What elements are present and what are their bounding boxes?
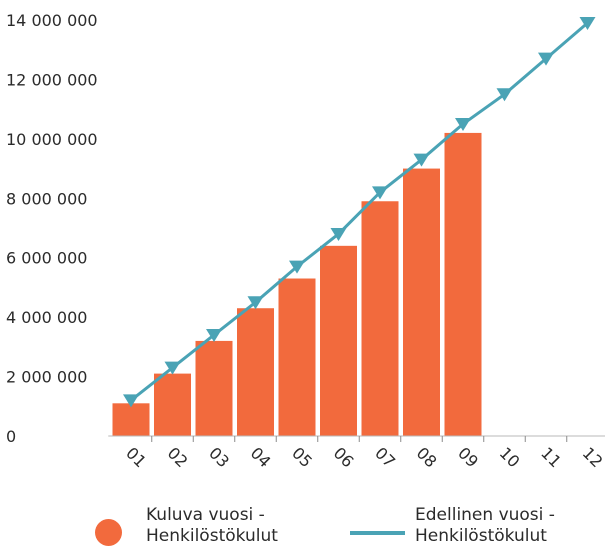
x-tick-label: 06 (330, 443, 358, 471)
x-tick-label: 07 (371, 443, 399, 471)
y-tick-label: 0 (6, 427, 16, 446)
y-axis-ticks: 0 2 000 000 4 000 000 6 000 000 8 000 000 10 … (6, 11, 98, 446)
chart-svg: 0 2 000 000 4 000 000 6 000 000 8 000 000 10 … (6, 11, 605, 471)
line-marker-10 (496, 88, 513, 102)
x-tick-label: 04 (247, 443, 275, 471)
line-marker-02 (164, 361, 181, 375)
bar-03 (195, 340, 233, 436)
bar-series (112, 132, 482, 437)
line-marker-01 (123, 394, 139, 408)
bar-06 (320, 245, 357, 436)
x-tick-label: 08 (413, 443, 441, 471)
line-marker-03 (206, 328, 222, 342)
y-tick-label: 10 000 000 (6, 130, 98, 149)
bar-05 (278, 278, 316, 436)
x-tick-label: 10 (496, 443, 524, 471)
x-tick-label: 01 (122, 443, 150, 471)
x-tick-label: 09 (454, 443, 482, 471)
x-tick-label: 05 (288, 443, 316, 471)
line-marker-08 (413, 153, 430, 167)
bar-04 (237, 308, 274, 436)
line-marker-05 (289, 260, 305, 274)
x-tick-label: 11 (537, 443, 565, 471)
line-marker-04 (247, 296, 264, 310)
bar-09 (444, 132, 482, 436)
legend-label-previous-year: Edellinen vuosi - Henkilöstökulut (415, 505, 555, 546)
line-marker-06 (330, 227, 347, 241)
bar-07 (361, 201, 399, 436)
y-tick-label: 6 000 000 (6, 249, 87, 268)
bar-08 (403, 168, 440, 437)
line-marker-11 (538, 52, 554, 66)
line-marker-07 (372, 186, 388, 200)
bar-01 (112, 403, 150, 436)
legend-label-current-year: Kuluva vuosi - Henkilöstökulut (146, 505, 278, 546)
x-tick-label: 03 (205, 443, 233, 471)
x-tick-label: 02 (164, 443, 192, 471)
line-marker-09 (455, 118, 471, 131)
bar-02 (154, 373, 191, 436)
legend: Kuluva vuosi - Henkilöstökulut Edellinen… (0, 505, 605, 555)
line-series (123, 16, 596, 408)
line-marker-12 (579, 16, 596, 30)
legend-dot-icon (95, 519, 122, 546)
legend-item-previous-year: Edellinen vuosi - Henkilöstökulut (350, 505, 555, 547)
x-tick-label: 12 (579, 443, 605, 471)
y-tick-label: 12 000 000 (6, 70, 98, 89)
legend-item-current-year: Kuluva vuosi - Henkilöstökulut (95, 505, 278, 547)
y-tick-label: 2 000 000 (6, 368, 87, 387)
x-axis: 01 02 03 04 05 06 07 08 09 10 11 12 (108, 435, 605, 471)
legend-line-icon (350, 531, 405, 535)
y-tick-label: 14 000 000 (6, 11, 98, 30)
y-tick-label: 4 000 000 (6, 308, 87, 327)
y-tick-label: 8 000 000 (6, 189, 87, 208)
